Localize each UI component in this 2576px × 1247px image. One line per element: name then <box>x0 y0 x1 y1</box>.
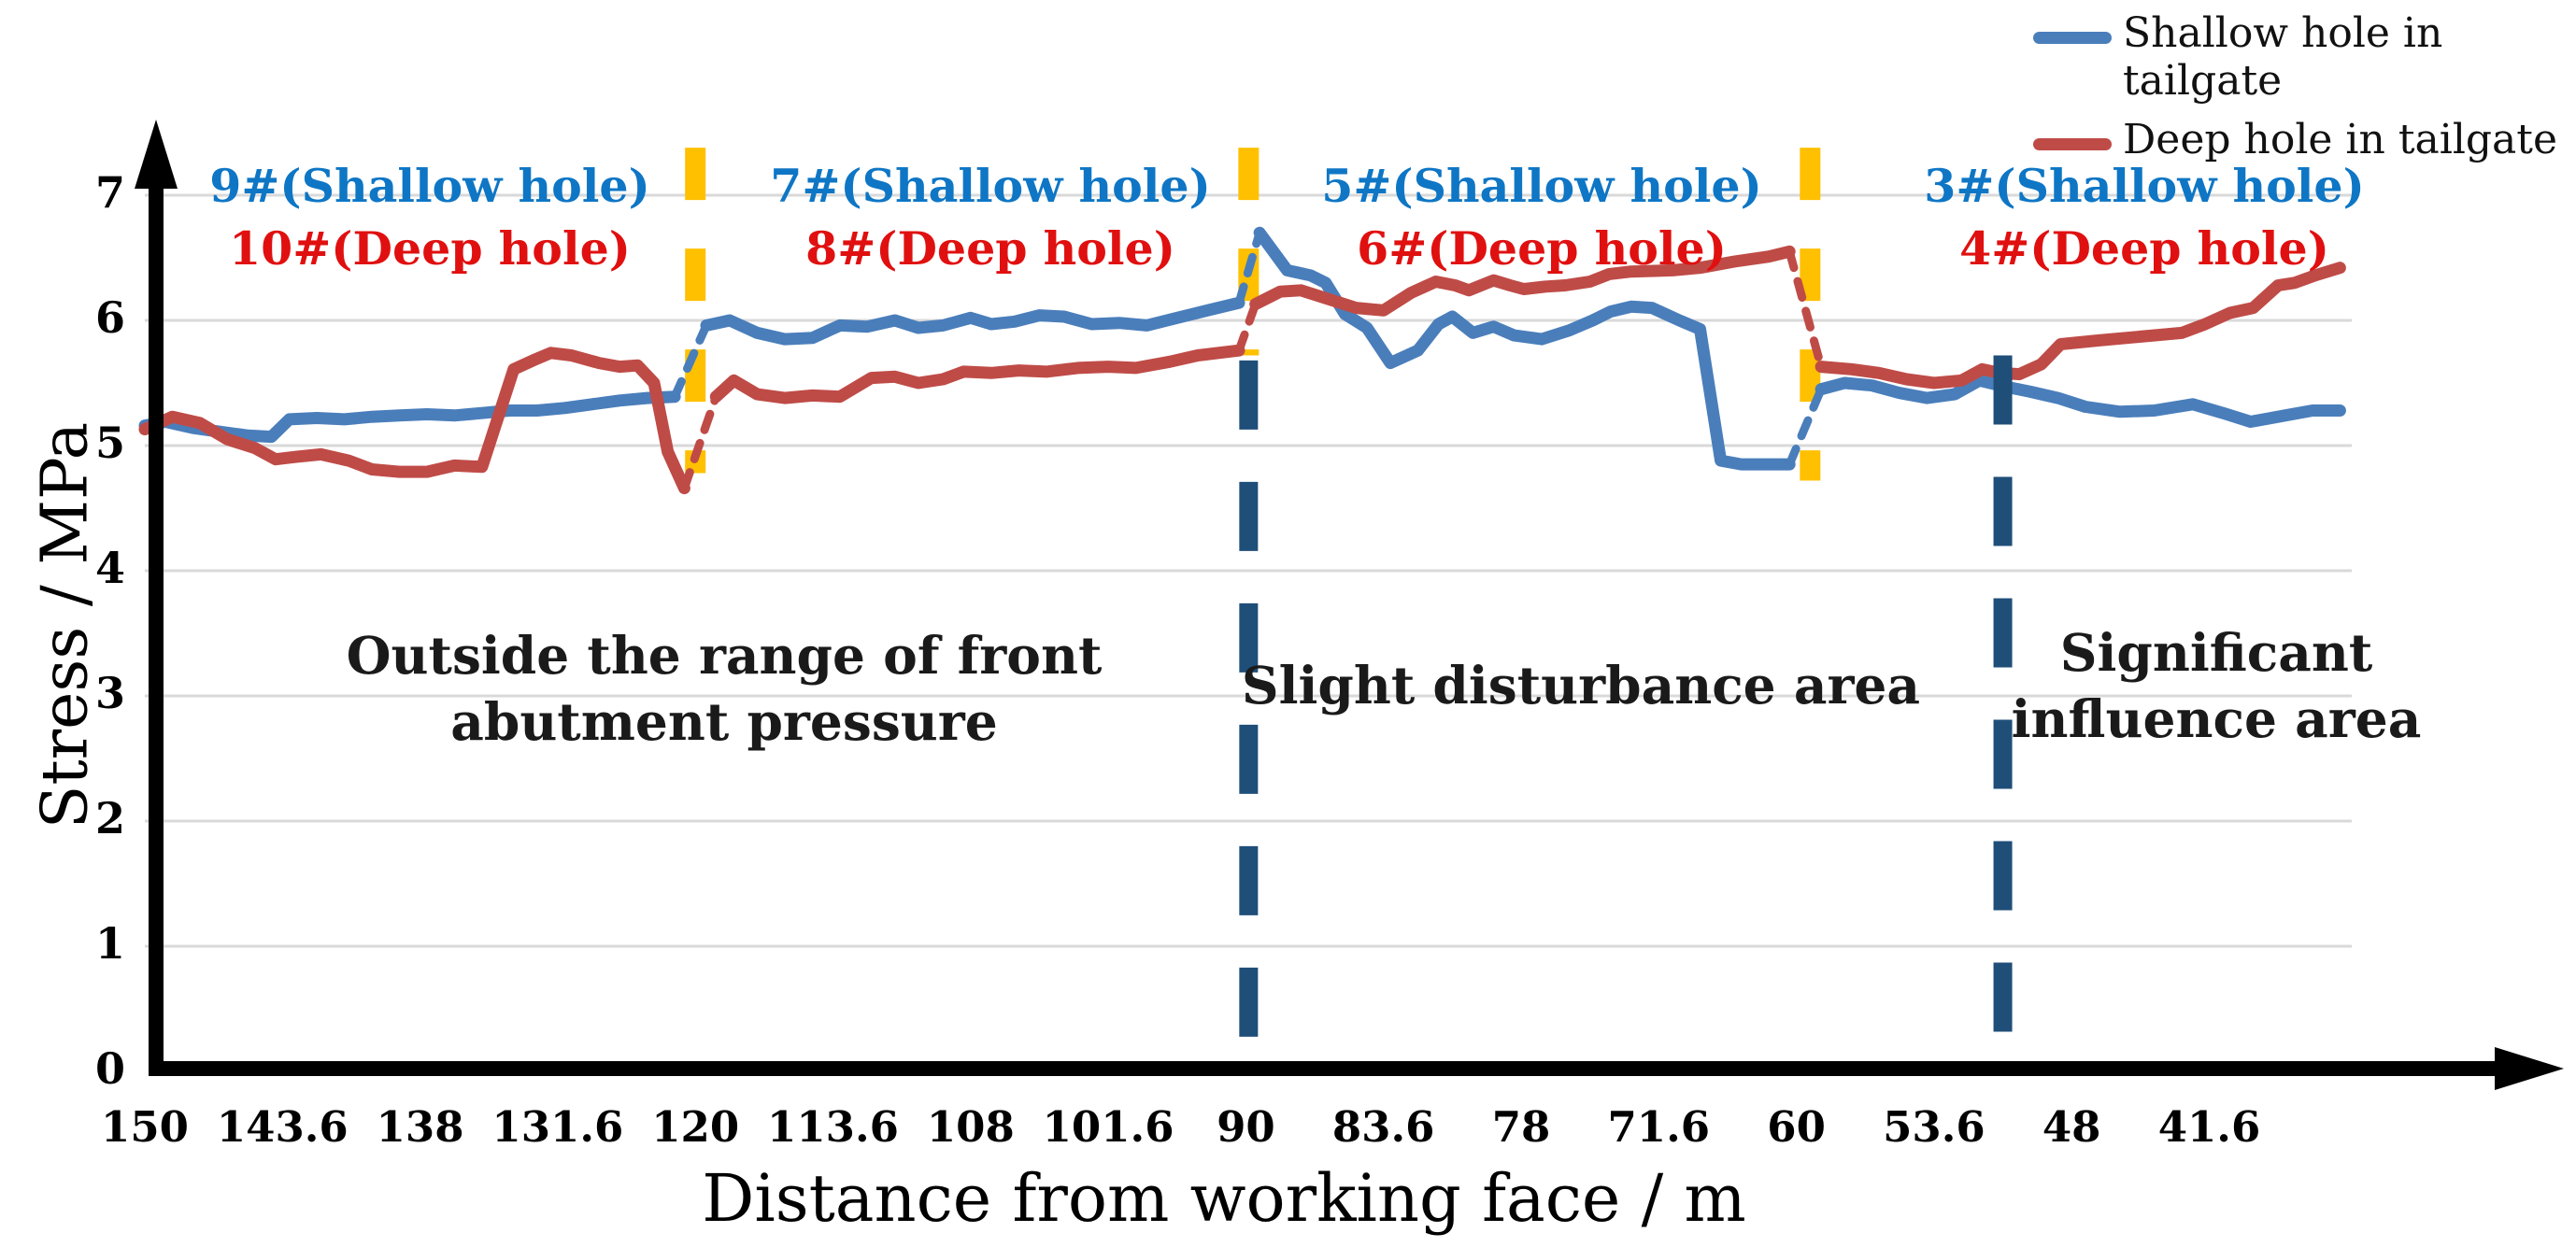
x-tick-label: 120 <box>651 1102 740 1152</box>
legend-label-shallow: Shallow hole in tailgate <box>2123 9 2443 105</box>
deep-hole-series-solid <box>138 347 690 495</box>
deep-hole-series-solid <box>1249 245 1796 317</box>
y-tick-label: 7 <box>94 167 125 218</box>
y-tick-label: 1 <box>94 918 125 969</box>
y-tick-label: 5 <box>94 418 125 468</box>
deep-hole-series-dashed <box>1785 247 1826 372</box>
region-label-line: Slight disturbance area <box>1241 655 1921 716</box>
x-tick-label: 150 <box>101 1102 189 1152</box>
x-tick-label: 138 <box>376 1102 464 1152</box>
hole-annotation-shallow-label: 7#(Shallow hole) <box>770 159 1211 213</box>
hole-annotation-deep-label: 10#(Deep hole) <box>229 221 631 276</box>
x-tick-label: 83.6 <box>1331 1102 1435 1152</box>
region-label-line: Significant <box>2059 622 2373 683</box>
deep-hole-series-dashed <box>679 392 720 493</box>
x-axis-title: Distance from working face / m <box>702 1160 1746 1237</box>
hole-annotation-zone4: 3#(Shallow hole) 4#(Deep hole) <box>1924 155 2365 280</box>
x-tick-label: 131.6 <box>491 1102 624 1152</box>
shallow-hole-series-solid <box>700 296 1245 346</box>
shallow-hole-series-solid <box>1815 374 2346 428</box>
hole-annotation-zone1: 9#(Shallow hole) 10#(Deep hole) <box>209 155 650 280</box>
shallow-hole-series-dashed <box>670 320 711 402</box>
hole-annotation-shallow-label: 3#(Shallow hole) <box>1924 159 2365 213</box>
region-label-line: influence area <box>2011 688 2422 749</box>
x-tick-label: 101.6 <box>1042 1102 1174 1152</box>
deep-hole-series-solid <box>1815 262 2346 390</box>
hole-annotation-deep-label: 4#(Deep hole) <box>1959 221 2329 276</box>
x-tick-label: 143.6 <box>216 1102 349 1152</box>
region-label-significant-influence: Significant influence area <box>2012 619 2422 752</box>
deep-hole-series-solid <box>709 344 1245 404</box>
x-tick-label: 90 <box>1217 1102 1275 1152</box>
hole-annotation-shallow-label: 5#(Shallow hole) <box>1321 159 1762 213</box>
legend-label-deep: Deep hole in tailgate <box>2123 116 2558 163</box>
region-label-line: abutment pressure <box>450 691 998 752</box>
x-tick-label: 41.6 <box>2157 1102 2261 1152</box>
hole-annotation-zone2: 7#(Shallow hole) 8#(Deep hole) <box>770 155 1211 280</box>
shallow-hole-series-dashed <box>1234 228 1264 307</box>
x-tick-label: 60 <box>1767 1102 1826 1152</box>
region-label-outside-abutment: Outside the range of front abutment pres… <box>347 622 1103 755</box>
x-tick-label: 48 <box>2042 1102 2101 1152</box>
shallow-hole-series-dashed <box>1785 385 1826 469</box>
hole-annotation-shallow-label: 9#(Shallow hole) <box>209 159 650 213</box>
legend-swatch-deep-line <box>2033 138 2112 150</box>
legend-swatch-shallow-line <box>2033 32 2112 44</box>
x-tick-label: 78 <box>1491 1102 1551 1152</box>
deep-hole-series-dashed <box>1234 300 1260 355</box>
y-tick-label: 0 <box>94 1043 125 1094</box>
region-label-slight-disturbance: Slight disturbance area <box>1242 652 1920 718</box>
x-axis-arrowhead <box>2495 1047 2564 1090</box>
hole-annotation-deep-label: 8#(Deep hole) <box>805 221 1175 276</box>
x-tick-label: 71.6 <box>1607 1102 1711 1152</box>
y-tick-label: 4 <box>94 543 125 593</box>
hole-annotation-deep-label: 6#(Deep hole) <box>1357 221 1727 276</box>
y-tick-label: 2 <box>94 793 125 843</box>
hole-annotation-zone3: 5#(Shallow hole) 6#(Deep hole) <box>1321 155 1762 280</box>
y-tick-label: 3 <box>94 668 125 718</box>
x-tick-label: 108 <box>926 1102 1015 1152</box>
y-axis-arrowhead <box>135 120 178 189</box>
shallow-hole-series-solid <box>138 390 681 444</box>
region-label-line: Outside the range of front <box>346 625 1103 686</box>
x-tick-label: 53.6 <box>1883 1102 1985 1152</box>
x-tick-label: 113.6 <box>767 1102 899 1152</box>
y-tick-label: 6 <box>94 292 125 343</box>
